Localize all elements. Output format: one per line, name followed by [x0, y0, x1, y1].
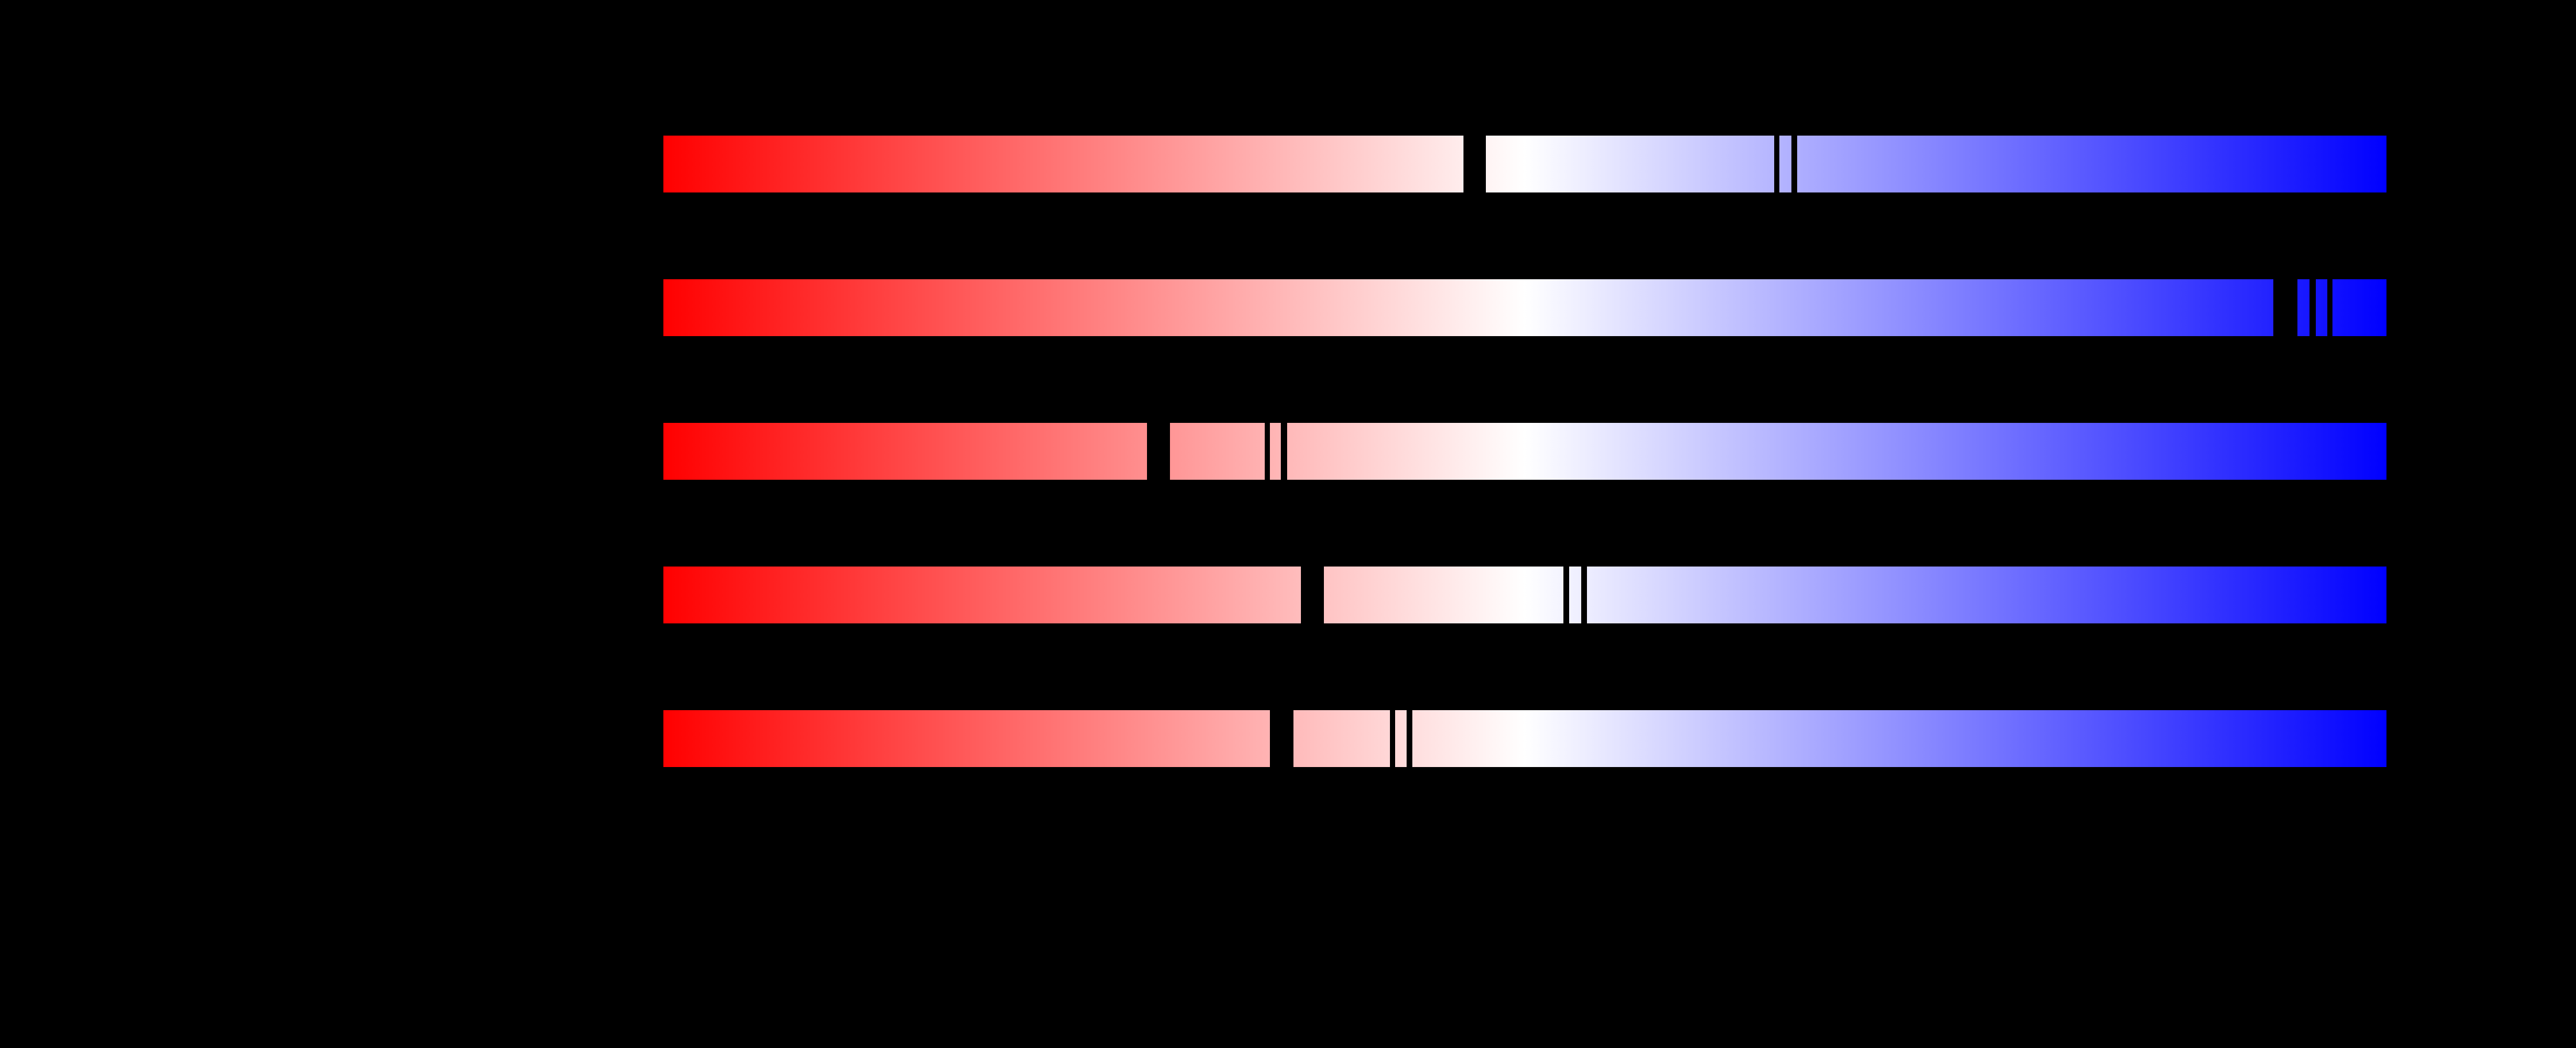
- thin-tick-marker: [1406, 710, 1412, 767]
- thin-tick-marker: [1774, 136, 1780, 192]
- thick-marker: [2273, 279, 2297, 336]
- gradient-bar: [663, 279, 2386, 336]
- thin-tick-marker: [1390, 710, 1396, 767]
- thick-marker: [1147, 423, 1170, 480]
- thin-tick-marker: [2327, 279, 2333, 336]
- thick-marker: [1463, 136, 1486, 192]
- gradient-bar: [663, 136, 2386, 192]
- gradient-bar: [663, 567, 2386, 623]
- thin-tick-marker: [1581, 567, 1587, 623]
- thin-tick-marker: [1563, 567, 1569, 623]
- gradient-bar: [663, 710, 2386, 767]
- thick-marker: [1301, 567, 1324, 623]
- thin-tick-marker: [1791, 136, 1797, 192]
- thin-tick-marker: [1280, 423, 1287, 480]
- thick-marker: [1270, 710, 1294, 767]
- gradient-bar: [663, 423, 2386, 480]
- thin-tick-marker: [1265, 423, 1270, 480]
- thin-tick-marker: [2309, 279, 2316, 336]
